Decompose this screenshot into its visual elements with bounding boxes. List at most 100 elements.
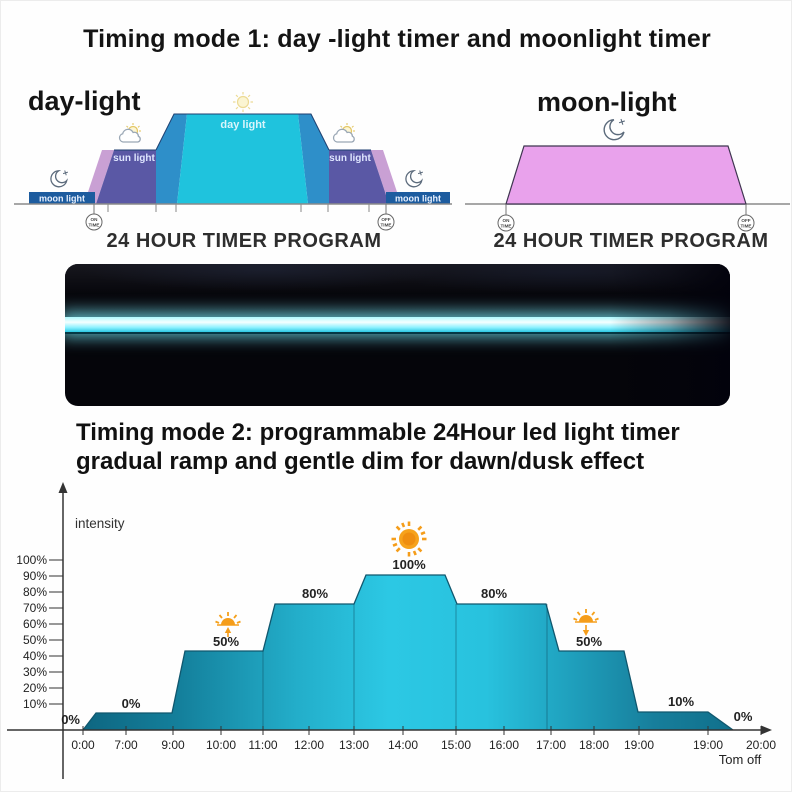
x-tick-label: 10:00	[206, 738, 236, 752]
moonlight-trapezoid	[505, 145, 747, 205]
intensity-label: 10%	[668, 694, 694, 709]
intensity-label: 50%	[576, 634, 602, 649]
y-tick-label: 90%	[23, 569, 47, 583]
sunrise-icon	[215, 612, 241, 637]
x-tick-label: 9:00	[161, 738, 185, 752]
moonlight-bar-left	[29, 192, 95, 204]
x-tick-label: 14:00	[388, 738, 418, 752]
mode1-title: Timing mode 1: day -light timer and moon…	[83, 25, 711, 53]
timer-program-label-right: 24 HOUR TIMER PROGRAM	[493, 230, 769, 252]
on-time-marker	[497, 214, 515, 232]
off-time-text-1: OFF	[741, 218, 750, 223]
intensity-label: 80%	[302, 586, 328, 601]
daylight-outline	[155, 113, 330, 151]
x-axis-arrow	[761, 725, 772, 735]
sunset-icon	[573, 609, 599, 636]
y-tick-label: 70%	[23, 601, 47, 615]
sun-icon	[391, 521, 427, 557]
x-tick-label: 19:00	[693, 738, 723, 752]
on-time-text-1: ON	[503, 218, 511, 223]
moon-icon	[50, 170, 69, 188]
moonlight-timer-diagram: ON TIME OFF TIME	[465, 118, 790, 232]
aquarium-water-corals	[65, 332, 730, 406]
y-tick-label: 20%	[23, 681, 47, 695]
off-time-text-1: OFF	[381, 217, 390, 222]
x-tick-label: 15:00	[441, 738, 471, 752]
on-time-marker	[85, 213, 103, 231]
moonlight-heading: moon-light	[537, 87, 677, 117]
y-tick-labels: 100% 90% 80% 70% 60% 50% 40% 30% 20% 10%	[16, 553, 47, 711]
x-tick-label: 20:00	[746, 738, 776, 752]
sun-icon	[233, 92, 253, 112]
intensity-outline	[82, 574, 734, 731]
x-tick-lines	[82, 726, 762, 735]
on-time-text-2: TIME	[89, 223, 100, 228]
sunlight-label-right: sun light	[329, 153, 371, 164]
daylight-timer-diagram: moon light moon light sun light sun ligh…	[14, 92, 452, 231]
y-tick-label: 10%	[23, 697, 47, 711]
dusk-ramp-shape	[371, 150, 401, 204]
daylight-ramp-right	[298, 114, 329, 204]
segment-separators	[262, 604, 548, 730]
y-tick-lines	[49, 559, 63, 705]
intensity-chart: intensity 100% 90% 80% 70% 60% 50% 40% 3…	[7, 482, 776, 779]
daylight-label: day light	[220, 119, 266, 131]
intensity-label: 0%	[122, 696, 141, 711]
moon-icon	[405, 170, 424, 188]
y-tick-label: 50%	[23, 633, 47, 647]
aquarium-shadow	[610, 264, 730, 406]
moonlight-bar-label-left: moon light	[39, 194, 85, 204]
x-tick-label: 19:00	[624, 738, 654, 752]
off-time-text-2: TIME	[381, 223, 392, 228]
x-tick-label: 7:00	[114, 738, 138, 752]
y-axis-arrow	[58, 482, 68, 493]
on-time-text-1: ON	[91, 217, 99, 222]
y-tick-label: 40%	[23, 649, 47, 663]
intensity-label: 80%	[481, 586, 507, 601]
intensity-label: 100%	[392, 557, 426, 572]
daylight-heading: day-light	[28, 86, 141, 116]
mode2-title-line2: gradual ramp and gentle dim for dawn/dus…	[76, 448, 645, 475]
off-time-text-2: TIME	[741, 224, 752, 229]
intensity-label: 0%	[734, 709, 753, 724]
moonlight-bar-right	[386, 192, 450, 204]
x-tick-labels: 0:00 7:00 9:00 10:00 11:00 12:00 13:00 1…	[71, 738, 776, 752]
led-light-bar	[65, 317, 730, 332]
y-tick-label: 100%	[16, 553, 47, 567]
sun-cloud-icon	[118, 123, 141, 143]
mode2-title-line1: Timing mode 2: programmable 24Hour led l…	[76, 419, 680, 446]
sunlight-block-left	[96, 150, 156, 204]
mode2-title: Timing mode 2: programmable 24Hour led l…	[76, 418, 776, 476]
x-tick-label: 13:00	[339, 738, 369, 752]
y-tick-label: 30%	[23, 665, 47, 679]
daylight-block	[177, 114, 308, 204]
sun-cloud-icon	[332, 123, 355, 143]
x-tick-label: 18:00	[579, 738, 609, 752]
x-tick-label: 17:00	[536, 738, 566, 752]
y-tick-label: 60%	[23, 617, 47, 631]
turn-off-note: Tom off	[719, 752, 762, 767]
intensity-labels: 0% 0% 50% 80% 100% 80% 50% 10% 0%	[61, 557, 753, 727]
daylight-ramp-left	[156, 114, 187, 204]
y-tick-label: 80%	[23, 585, 47, 599]
timeline-ticks	[107, 204, 370, 212]
x-tick-label: 11:00	[248, 738, 277, 752]
intensity-label: 0%	[61, 712, 80, 727]
intensity-label: 50%	[213, 634, 239, 649]
intensity-area	[83, 575, 733, 730]
dawn-ramp-shape	[84, 150, 114, 204]
x-tick-label: 12:00	[294, 738, 324, 752]
moonlight-bar-label-right: moon light	[395, 194, 441, 204]
on-time-text-2: TIME	[501, 224, 512, 229]
y-axis-title: intensity	[75, 516, 125, 531]
x-tick-label: 0:00	[71, 738, 95, 752]
moon-icon	[603, 118, 625, 141]
aquarium-photo	[65, 264, 730, 406]
timer-program-label-left: 24 HOUR TIMER PROGRAM	[106, 230, 382, 252]
off-time-marker	[377, 213, 395, 231]
sunlight-label-left: sun light	[113, 153, 155, 164]
off-time-marker	[737, 214, 755, 232]
x-tick-label: 16:00	[489, 738, 519, 752]
sunlight-block-right	[329, 150, 389, 204]
